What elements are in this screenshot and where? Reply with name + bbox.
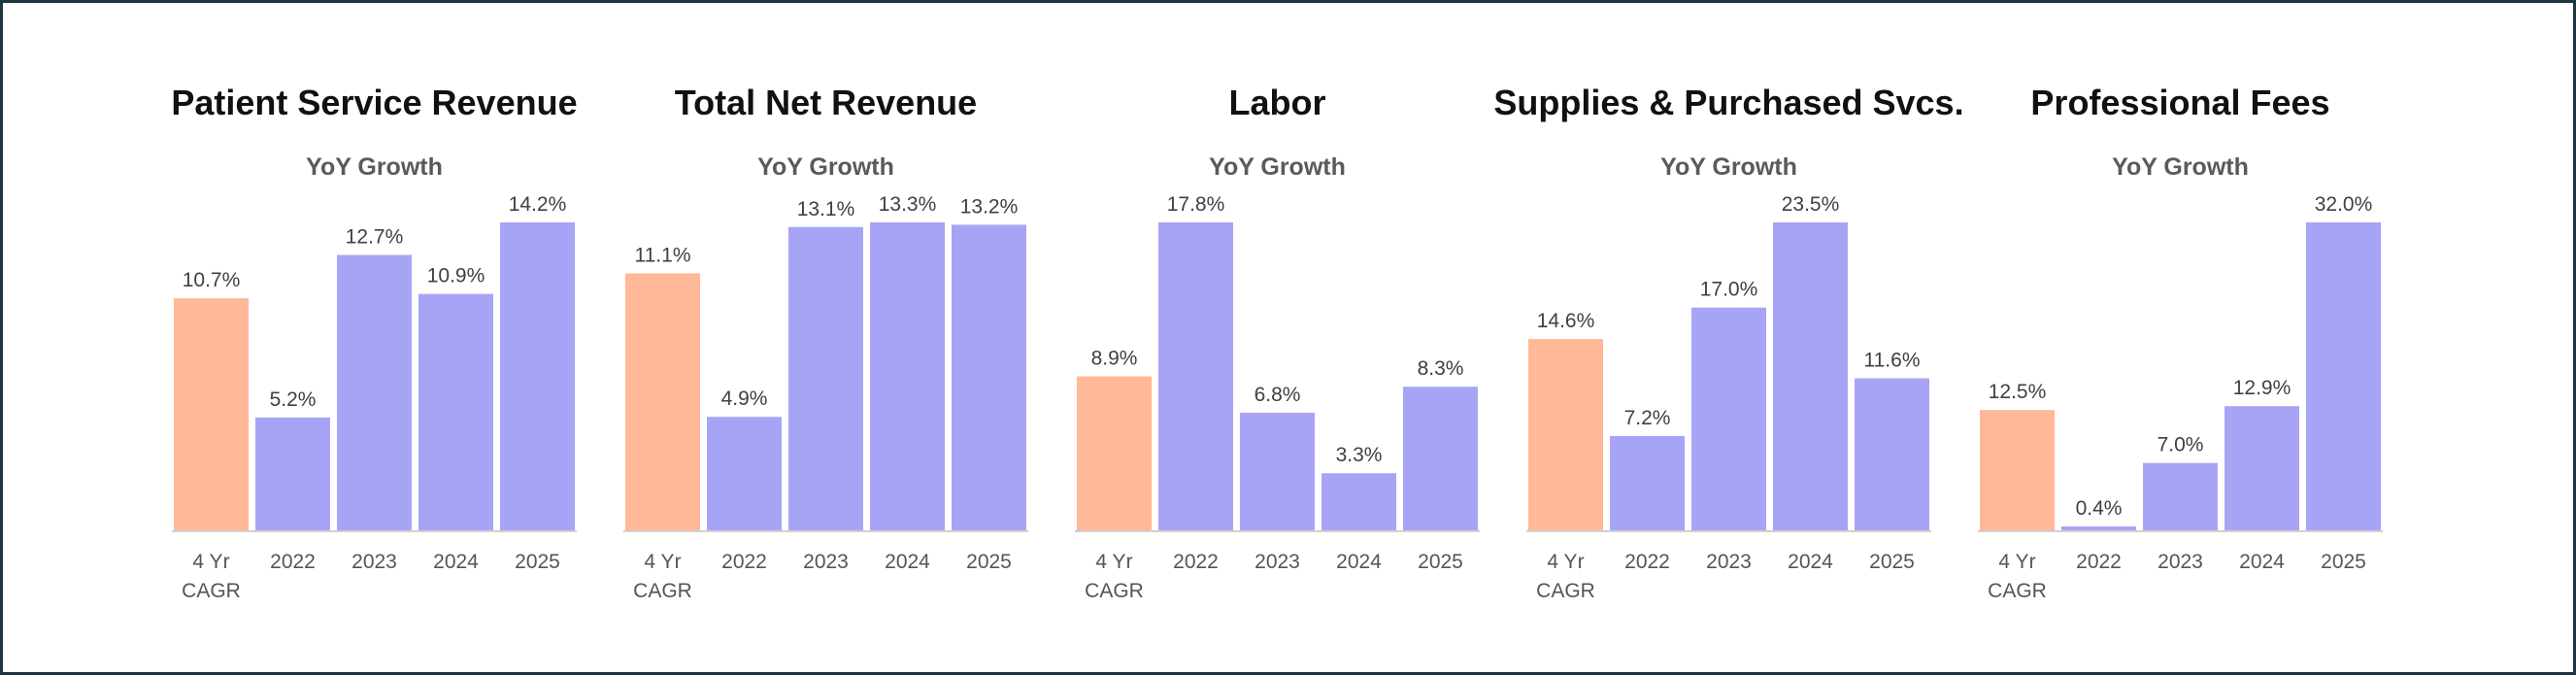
tick-label: 2022 bbox=[1624, 551, 1670, 573]
year-bar bbox=[1403, 387, 1478, 530]
data-label: 13.2% bbox=[960, 195, 1019, 218]
year-bar bbox=[1158, 222, 1233, 530]
year-bar bbox=[1855, 378, 1929, 530]
tick-label: CAGR bbox=[182, 580, 241, 602]
year-bar bbox=[2306, 222, 2381, 530]
year-bar bbox=[1321, 473, 1396, 530]
year-bar bbox=[2143, 462, 2218, 530]
chart-title: Patient Service Revenue bbox=[171, 83, 577, 122]
year-bar bbox=[1691, 307, 1766, 530]
chart-title: Total Net Revenue bbox=[675, 83, 977, 122]
chart-subtitle: YoY Growth bbox=[1660, 153, 1797, 181]
data-label: 13.1% bbox=[797, 198, 855, 220]
cagr-bar bbox=[1077, 376, 1152, 530]
data-label: 10.7% bbox=[183, 269, 241, 291]
data-label: 12.9% bbox=[2233, 377, 2292, 399]
data-label: 10.9% bbox=[427, 265, 485, 287]
tick-label: 2023 bbox=[1255, 551, 1300, 573]
year-bar bbox=[1610, 435, 1685, 530]
chart-subtitle: YoY Growth bbox=[2112, 153, 2249, 181]
tick-label: 2022 bbox=[721, 551, 767, 573]
tick-label: 4 Yr bbox=[1998, 551, 2035, 573]
data-label: 17.0% bbox=[1700, 279, 1758, 301]
data-label: 3.3% bbox=[1336, 444, 1383, 466]
tick-label: 2024 bbox=[433, 551, 479, 573]
year-bar bbox=[337, 254, 412, 530]
data-label: 23.5% bbox=[1782, 193, 1840, 216]
tick-label: 2022 bbox=[1173, 551, 1219, 573]
data-label: 11.1% bbox=[635, 244, 691, 266]
tick-label: 4 Yr bbox=[644, 551, 681, 573]
tick-label: 2025 bbox=[2321, 551, 2366, 573]
tick-label: 2024 bbox=[885, 551, 930, 573]
year-bar bbox=[870, 222, 945, 530]
year-bar bbox=[2225, 406, 2299, 530]
tick-label: 2024 bbox=[1788, 551, 1833, 573]
tick-label: 2022 bbox=[270, 551, 316, 573]
data-label: 7.2% bbox=[1624, 407, 1671, 429]
data-label: 5.2% bbox=[270, 388, 317, 411]
tick-label: 4 Yr bbox=[1547, 551, 1584, 573]
tick-label: CAGR bbox=[633, 580, 692, 602]
year-bar bbox=[2061, 526, 2136, 530]
chart-subtitle: YoY Growth bbox=[757, 153, 894, 181]
tick-label: 2022 bbox=[2076, 551, 2122, 573]
tick-label: 4 Yr bbox=[1095, 551, 1132, 573]
cagr-bar bbox=[625, 273, 700, 530]
cagr-bar bbox=[1528, 339, 1603, 530]
year-bar bbox=[707, 417, 782, 530]
tick-label: 2023 bbox=[351, 551, 397, 573]
tick-label: CAGR bbox=[1988, 580, 2047, 602]
data-label: 12.5% bbox=[1989, 381, 2047, 403]
tick-label: 2025 bbox=[966, 551, 1012, 573]
data-label: 12.7% bbox=[346, 225, 404, 248]
chart-title: Supplies & Purchased Svcs. bbox=[1493, 83, 1963, 122]
tick-label: 2025 bbox=[515, 551, 560, 573]
cagr-bar bbox=[174, 298, 249, 530]
tick-label: CAGR bbox=[1536, 580, 1595, 602]
tick-label: 4 Yr bbox=[192, 551, 229, 573]
data-label: 32.0% bbox=[2315, 193, 2373, 216]
year-bar bbox=[788, 226, 863, 531]
data-label: 13.3% bbox=[879, 193, 937, 216]
year-bar bbox=[418, 293, 493, 530]
chart-subtitle: YoY Growth bbox=[1209, 153, 1346, 181]
data-label: 17.8% bbox=[1167, 193, 1225, 216]
data-label: 0.4% bbox=[2076, 497, 2123, 520]
tick-label: CAGR bbox=[1085, 580, 1144, 602]
tick-label: 2023 bbox=[1706, 551, 1752, 573]
year-bar bbox=[500, 222, 575, 530]
data-label: 7.0% bbox=[2158, 434, 2204, 456]
tick-label: 2024 bbox=[1336, 551, 1382, 573]
cagr-bar bbox=[1980, 410, 2055, 530]
year-bar bbox=[1773, 222, 1848, 530]
data-label: 14.6% bbox=[1537, 310, 1595, 332]
data-label: 11.6% bbox=[1864, 350, 1921, 372]
tick-label: 2025 bbox=[1418, 551, 1463, 573]
growth-charts: Patient Service Revenue YoY Growth 10.7% 4 … bbox=[171, 83, 2383, 602]
data-label: 14.2% bbox=[509, 193, 567, 216]
tick-label: 2025 bbox=[1869, 551, 1915, 573]
chart-title: Labor bbox=[1228, 83, 1325, 122]
data-label: 8.9% bbox=[1091, 348, 1138, 370]
data-label: 8.3% bbox=[1418, 357, 1464, 380]
chart-subtitle: YoY Growth bbox=[306, 153, 443, 181]
year-bar bbox=[1240, 412, 1315, 530]
tick-label: 2023 bbox=[2158, 551, 2203, 573]
tick-label: 2024 bbox=[2239, 551, 2285, 573]
tick-label: 2023 bbox=[803, 551, 849, 573]
chart-title: Professional Fees bbox=[2030, 83, 2329, 122]
year-bar bbox=[255, 417, 330, 530]
year-bar bbox=[952, 224, 1026, 530]
data-label: 4.9% bbox=[721, 388, 768, 410]
data-label: 6.8% bbox=[1255, 384, 1301, 406]
